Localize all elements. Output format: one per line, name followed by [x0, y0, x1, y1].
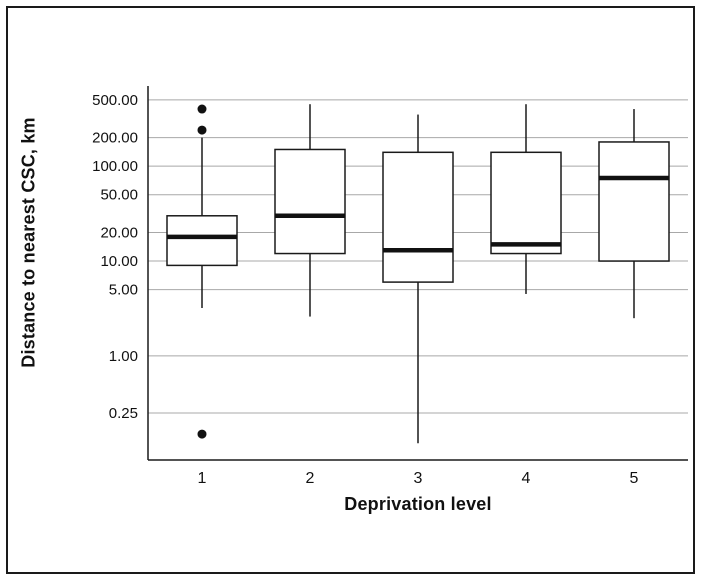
y-tick-label: 200.00 [92, 130, 138, 147]
x-tick-label: 2 [306, 470, 315, 487]
y-tick-label: 5.00 [109, 282, 138, 299]
y-tick-label: 500.00 [92, 92, 138, 109]
y-axis-title-text: Distance to nearest CSC, km [18, 117, 39, 368]
x-axis-title-text: Deprivation level [344, 494, 492, 514]
box [274, 148, 346, 255]
outlier-point [197, 429, 207, 439]
x-tick-label: 3 [414, 470, 423, 487]
box [382, 151, 454, 283]
x-tick-label: 4 [522, 470, 531, 487]
y-axis-title: Distance to nearest CSC, km [12, 70, 46, 415]
box [598, 141, 670, 262]
y-tick-label: 10.00 [100, 253, 138, 270]
x-tick-label: 1 [198, 470, 207, 487]
y-tick-label: 1.00 [109, 348, 138, 365]
box [490, 151, 562, 255]
y-tick-label: 20.00 [100, 224, 138, 241]
y-tick-label: 0.25 [109, 405, 138, 422]
y-tick-label: 100.00 [92, 158, 138, 175]
outlier-point [197, 125, 207, 135]
outlier-point [197, 104, 207, 114]
box [166, 215, 238, 267]
y-tick-label: 50.00 [100, 187, 138, 204]
x-tick-label: 5 [630, 470, 639, 487]
x-axis-title: Deprivation level [148, 494, 688, 515]
